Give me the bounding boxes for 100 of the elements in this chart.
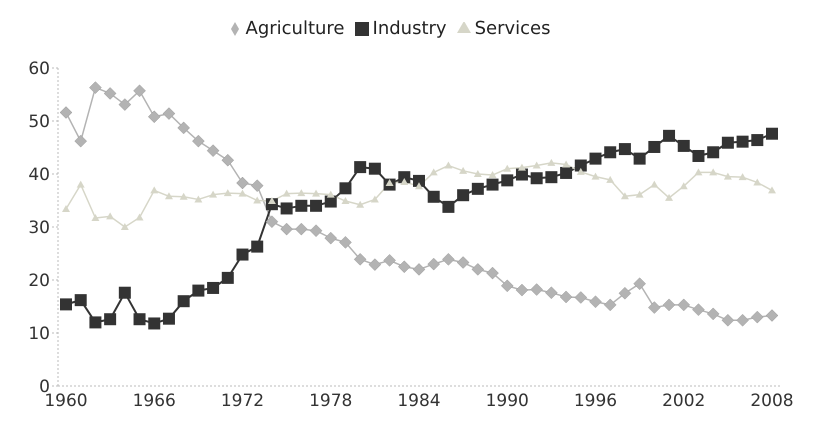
- point: [148, 317, 160, 330]
- point: [222, 272, 234, 284]
- point: [486, 266, 499, 280]
- x-tick-label: 2002: [662, 391, 706, 412]
- point: [194, 195, 202, 202]
- point: [545, 171, 558, 184]
- point: [91, 214, 100, 221]
- point: [724, 172, 732, 180]
- point: [412, 263, 426, 276]
- point: [430, 168, 438, 176]
- point: [736, 136, 749, 148]
- point: [162, 107, 176, 120]
- point: [104, 313, 116, 326]
- point: [250, 179, 264, 192]
- point: [89, 81, 102, 94]
- point: [692, 150, 704, 162]
- point: [604, 298, 616, 312]
- point: [74, 294, 87, 306]
- point: [606, 176, 614, 183]
- point: [280, 222, 293, 236]
- point: [751, 310, 764, 324]
- point: [326, 190, 335, 198]
- x-tick-label: 1960: [44, 391, 88, 412]
- point: [356, 200, 364, 208]
- point: [501, 280, 514, 292]
- point: [488, 171, 497, 178]
- point: [295, 200, 308, 212]
- point: [736, 314, 749, 327]
- point: [74, 134, 87, 148]
- point: [562, 160, 570, 168]
- point: [516, 284, 528, 296]
- point: [324, 232, 337, 244]
- point: [118, 98, 132, 111]
- point: [427, 258, 440, 270]
- point: [636, 190, 644, 198]
- x-tick-label: 1990: [486, 391, 529, 412]
- x-tick-label: 1984: [397, 391, 441, 412]
- point: [209, 190, 218, 198]
- point: [266, 215, 278, 228]
- point: [162, 312, 175, 325]
- point: [634, 152, 646, 165]
- legend-label: Industry: [372, 18, 447, 39]
- point: [753, 178, 762, 186]
- point: [545, 286, 558, 299]
- point: [457, 189, 470, 202]
- point: [295, 222, 308, 236]
- point: [707, 146, 720, 158]
- point: [253, 196, 262, 204]
- point: [177, 122, 190, 134]
- point: [224, 189, 232, 196]
- x-tick-label: 1996: [574, 391, 618, 412]
- point: [547, 158, 556, 166]
- point: [120, 223, 129, 230]
- point: [370, 195, 379, 202]
- point: [236, 248, 248, 261]
- point: [694, 168, 702, 176]
- point: [503, 164, 512, 172]
- point: [604, 146, 616, 158]
- point: [206, 144, 220, 157]
- point: [89, 316, 102, 328]
- point: [576, 168, 585, 175]
- point: [620, 192, 629, 200]
- point: [444, 162, 452, 169]
- point: [589, 295, 602, 308]
- point: [60, 106, 72, 119]
- point: [238, 190, 246, 197]
- point: [709, 168, 718, 176]
- point: [148, 110, 160, 124]
- point: [442, 253, 455, 266]
- point: [456, 256, 470, 269]
- point: [472, 263, 484, 276]
- point: [150, 186, 158, 194]
- point: [530, 172, 543, 184]
- point: [324, 196, 337, 208]
- point: [134, 313, 146, 326]
- y-tick-label: 30: [28, 218, 50, 238]
- point: [486, 178, 499, 191]
- point: [398, 171, 410, 184]
- point: [251, 240, 264, 253]
- point: [648, 301, 661, 314]
- point: [282, 190, 291, 197]
- point: [133, 84, 146, 98]
- point: [180, 192, 188, 200]
- point: [118, 286, 131, 299]
- point: [339, 236, 352, 249]
- point: [178, 295, 190, 308]
- point: [574, 160, 587, 172]
- point: [341, 197, 350, 204]
- point: [192, 284, 204, 297]
- x-tick-label: 2008: [750, 391, 794, 412]
- y-tick-label: 40: [28, 165, 50, 186]
- x-tick-label: 1978: [309, 391, 352, 412]
- point: [530, 283, 543, 296]
- point: [722, 136, 734, 149]
- y-tick-label: 10: [28, 324, 50, 344]
- point: [590, 152, 602, 165]
- point: [62, 204, 70, 212]
- point: [618, 287, 632, 300]
- point: [164, 192, 173, 200]
- point: [618, 143, 631, 156]
